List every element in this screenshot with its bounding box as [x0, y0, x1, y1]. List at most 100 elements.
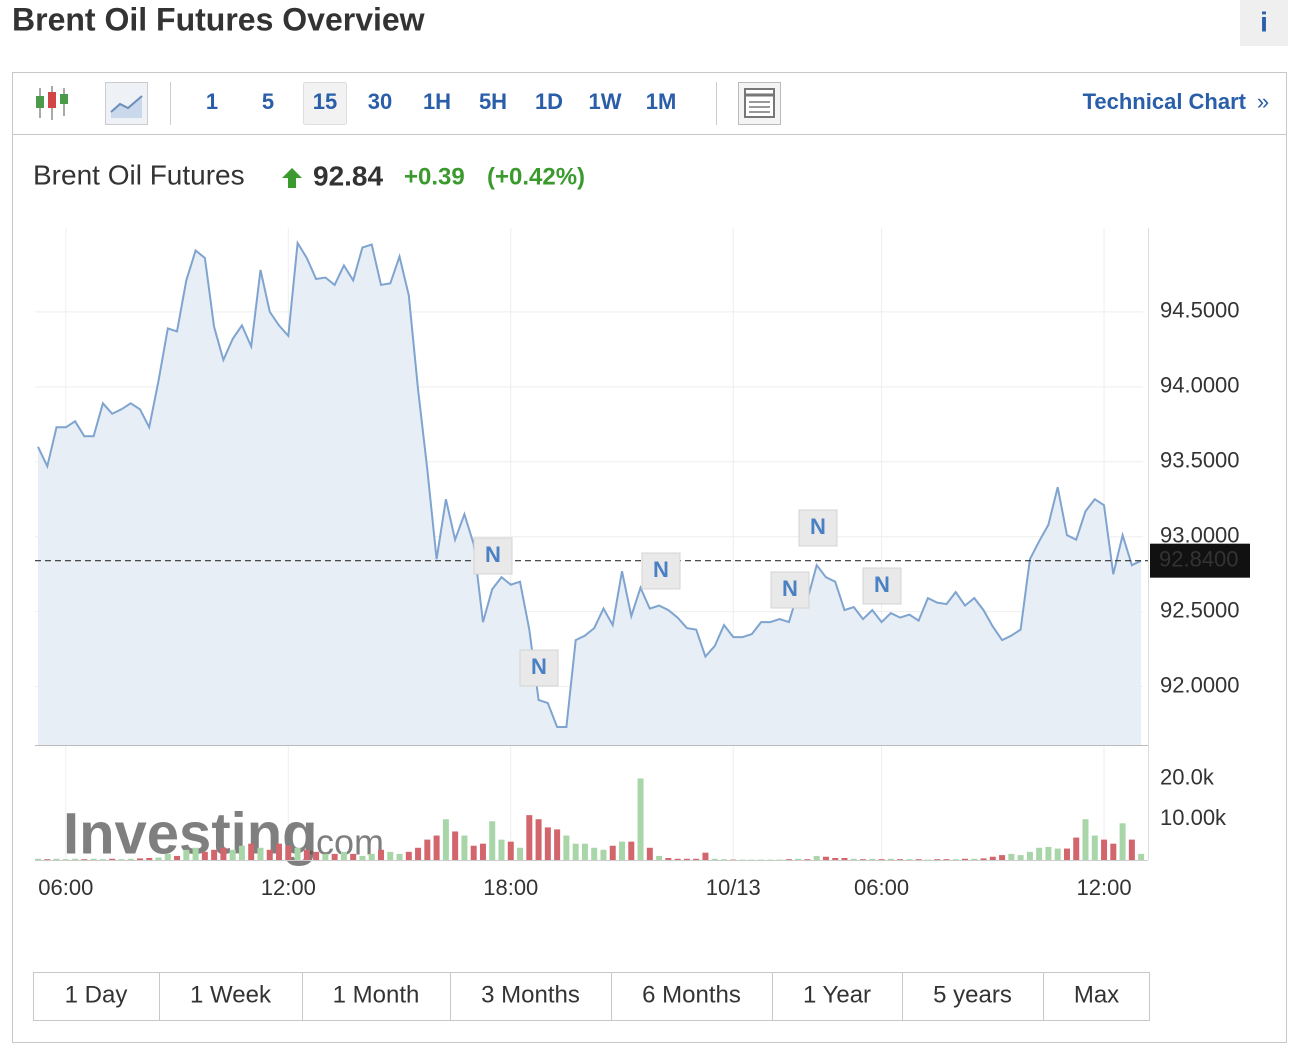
technical-chart-link[interactable]: Technical Chart: [1083, 89, 1247, 114]
range-button[interactable]: 5 years: [933, 981, 1012, 1008]
interval-button[interactable]: 1M: [646, 89, 677, 114]
volume-bar: [201, 851, 208, 860]
interval-button[interactable]: 1W: [589, 89, 622, 114]
news-marker-bg[interactable]: [641, 552, 681, 590]
volume-bar: [377, 849, 384, 860]
volume-bar: [1063, 848, 1070, 860]
layout-icon[interactable]: [738, 82, 781, 125]
volume-bar: [980, 858, 987, 860]
news-marker[interactable]: N: [531, 654, 547, 679]
volume-bar: [887, 858, 894, 860]
volume-bar: [211, 849, 218, 860]
volume-bar: [989, 856, 996, 860]
volume-tick-label: 20.0k: [1160, 764, 1215, 789]
volume-bar: [340, 851, 347, 860]
volume-bar: [517, 847, 524, 860]
volume-bar: [683, 858, 690, 860]
last-price-box: [1150, 543, 1250, 578]
volume-bar: [878, 859, 885, 860]
range-bar: [33, 972, 1150, 1021]
volume-bar: [850, 858, 857, 860]
x-tick-label: 12:00: [261, 875, 316, 900]
volume-bar: [1073, 837, 1080, 860]
line-icon[interactable]: [105, 82, 148, 125]
interval-button[interactable]: 1D: [535, 89, 563, 114]
volume-bar: [665, 857, 672, 860]
volume-bar: [479, 843, 486, 860]
volume-bar: [1110, 843, 1117, 860]
range-button[interactable]: 1 Year: [803, 981, 871, 1008]
y-tick-label: 94.5000: [1160, 298, 1240, 323]
volume-bar: [72, 858, 79, 860]
range-button[interactable]: 1 Month: [333, 981, 420, 1008]
volume-bar: [563, 835, 570, 860]
volume-bar: [35, 858, 41, 860]
volume-bar: [313, 851, 320, 860]
volume-bar: [238, 845, 245, 860]
range-button[interactable]: Max: [1074, 981, 1119, 1008]
info-button[interactable]: i: [1260, 6, 1268, 37]
y-tick-label: 92.5000: [1160, 597, 1240, 622]
volume-bar: [229, 849, 236, 860]
news-marker[interactable]: N: [782, 576, 798, 601]
interval-button[interactable]: 15: [313, 89, 337, 114]
volume-bar: [702, 852, 709, 860]
technical-chart-arrow[interactable]: »: [1257, 89, 1269, 114]
volume-bar: [285, 845, 292, 860]
volume-bar: [489, 821, 496, 860]
range-button[interactable]: 1 Day: [65, 981, 128, 1008]
volume-bar: [656, 855, 663, 860]
volume-bar: [294, 847, 301, 860]
volume-bar: [535, 819, 542, 860]
volume-bar: [637, 778, 644, 860]
news-marker-bg[interactable]: [798, 509, 838, 547]
quote-change-pct: (+0.42%): [487, 163, 585, 190]
volume-bar: [581, 843, 588, 860]
volume-bar: [433, 835, 440, 860]
news-marker[interactable]: N: [874, 572, 890, 597]
volume-bar: [693, 858, 700, 860]
volume-bar: [109, 858, 116, 860]
candle-icon[interactable]: [36, 86, 68, 120]
volume-bar: [507, 841, 514, 860]
info-button-bg[interactable]: [1240, 0, 1288, 46]
volume-bar: [415, 847, 422, 860]
volume-bar: [526, 815, 533, 860]
news-marker[interactable]: N: [653, 557, 669, 582]
volume-bar: [44, 859, 51, 860]
volume-bar: [934, 859, 941, 860]
volume-bar: [1101, 839, 1108, 860]
interval-button[interactable]: 1: [206, 89, 218, 114]
volume-bar: [322, 853, 329, 860]
range-button[interactable]: 3 Months: [481, 981, 580, 1008]
news-marker-bg[interactable]: [473, 537, 513, 575]
volume-bar: [999, 855, 1006, 860]
interval-button[interactable]: 5: [262, 89, 274, 114]
interval-button[interactable]: 5H: [479, 89, 507, 114]
interval-button[interactable]: 1H: [423, 89, 451, 114]
news-marker-bg[interactable]: [519, 649, 559, 687]
volume-bar: [155, 857, 162, 860]
volume-bar: [266, 849, 273, 860]
volume-bar: [804, 859, 811, 860]
volume-bar: [99, 859, 106, 860]
news-marker[interactable]: N: [485, 542, 501, 567]
interval-active-bg: [303, 82, 347, 125]
volume-bar: [609, 845, 616, 860]
volume-bar: [470, 845, 477, 860]
volume-bar: [554, 829, 561, 860]
volume-bar: [897, 859, 904, 860]
news-marker[interactable]: N: [810, 514, 826, 539]
volume-bar: [1119, 823, 1126, 860]
price-line: [37, 239, 1142, 728]
news-marker-bg[interactable]: [770, 571, 810, 609]
range-button[interactable]: 1 Week: [190, 981, 272, 1008]
interval-button[interactable]: 30: [368, 89, 392, 114]
news-marker-bg[interactable]: [862, 567, 902, 605]
range-button[interactable]: 6 Months: [642, 981, 741, 1008]
last-price-label: 92.8400: [1159, 546, 1239, 571]
x-tick-label: 18:00: [483, 875, 538, 900]
volume-bar: [962, 858, 968, 860]
volume-bar: [813, 855, 820, 860]
quote-price: 92.84: [313, 160, 383, 191]
